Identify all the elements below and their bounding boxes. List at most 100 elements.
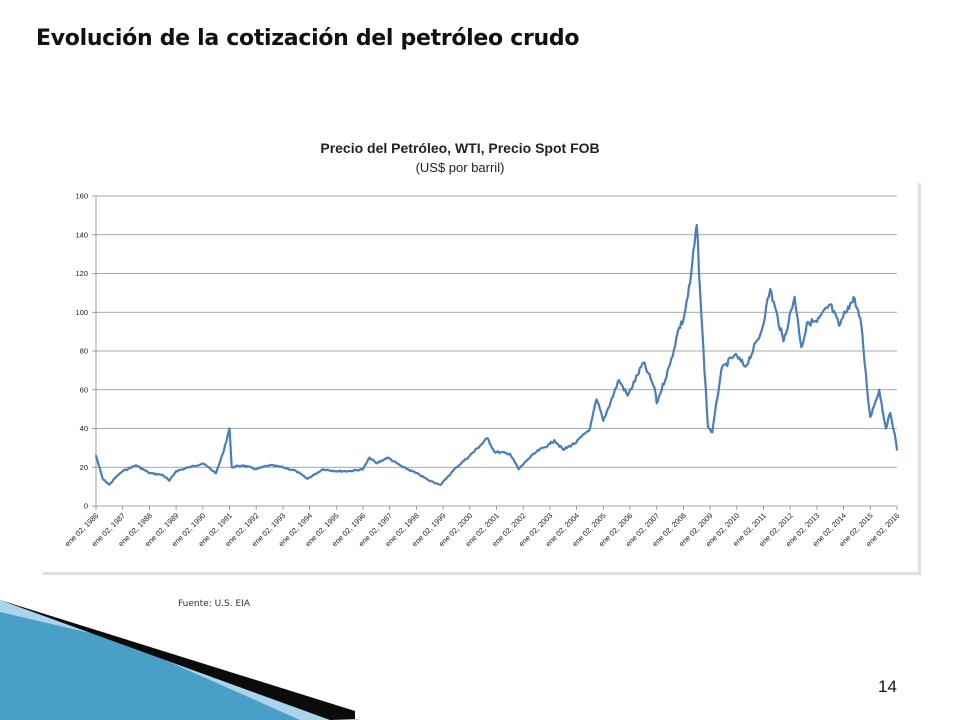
data-point	[689, 282, 691, 285]
data-point	[230, 466, 233, 469]
data-point	[782, 340, 785, 343]
series-line	[94, 224, 899, 486]
data-point	[626, 394, 629, 397]
y-tick-label: 140	[75, 230, 88, 239]
data-point	[889, 412, 892, 414]
data-point	[446, 476, 449, 478]
data-point	[653, 386, 656, 389]
data-point	[348, 470, 351, 472]
decor-dark-wedge	[0, 600, 355, 720]
data-point	[793, 295, 796, 298]
data-point	[847, 305, 849, 308]
data-point	[486, 437, 489, 440]
data-point	[228, 427, 231, 430]
data-point	[135, 464, 138, 467]
y-tick-label: 20	[80, 463, 88, 472]
data-point	[867, 398, 869, 401]
data-point	[562, 448, 565, 451]
data-point	[829, 303, 832, 306]
y-tick-label: 80	[80, 347, 88, 356]
data-point	[108, 483, 111, 486]
data-point	[335, 470, 338, 472]
data-point	[509, 452, 511, 455]
y-tick-label: 120	[75, 269, 88, 278]
data-point	[535, 450, 538, 453]
data-point	[161, 474, 164, 476]
y-tick-label: 60	[80, 385, 88, 394]
data-point	[678, 326, 680, 329]
data-point	[517, 468, 520, 471]
data-point	[148, 472, 151, 474]
data-point	[838, 324, 840, 327]
data-point	[896, 448, 898, 451]
data-point	[282, 466, 284, 469]
decor-blue-wedge	[0, 612, 300, 720]
data-point	[386, 456, 389, 459]
data-point	[241, 464, 244, 467]
data-point	[700, 311, 703, 314]
y-tick-label: 0	[84, 502, 88, 511]
data-point	[707, 425, 709, 428]
data-point	[95, 454, 97, 457]
data-point	[428, 479, 431, 482]
data-point	[655, 402, 658, 405]
y-tick-label: 40	[80, 424, 88, 433]
data-point	[468, 454, 471, 457]
data-point	[618, 379, 620, 381]
data-point	[101, 478, 104, 480]
data-point	[455, 466, 458, 469]
data-point	[595, 398, 598, 401]
data-point	[221, 452, 224, 455]
y-axis: 0 20 40 60 80 100 120 140 160	[75, 192, 97, 511]
data-point	[168, 479, 171, 482]
data-point	[368, 456, 371, 459]
data-point	[695, 224, 698, 227]
data-point	[575, 441, 578, 443]
data-point	[816, 321, 818, 323]
data-point	[682, 319, 685, 321]
data-point	[255, 468, 258, 471]
data-point	[669, 363, 671, 366]
data-point	[115, 476, 117, 478]
data-point	[493, 450, 496, 453]
data-point	[744, 365, 747, 368]
page-number: 14	[878, 677, 897, 696]
chart-subtitle: (US$ por barril)	[415, 160, 505, 175]
data-point	[800, 346, 803, 348]
data-point	[268, 464, 271, 467]
data-point	[526, 458, 529, 461]
data-point	[322, 468, 324, 471]
data-point	[375, 462, 378, 465]
source-note: Fuente: U.S. EIA	[178, 599, 250, 609]
data-point	[878, 388, 881, 391]
data-point	[215, 472, 218, 474]
data-point	[362, 468, 364, 471]
series-group	[94, 224, 899, 486]
data-point	[188, 466, 191, 469]
data-point	[553, 439, 556, 441]
data-point	[415, 472, 418, 474]
data-point	[295, 470, 298, 472]
data-point	[175, 470, 178, 472]
data-point	[853, 297, 856, 300]
data-point	[885, 427, 887, 430]
data-point	[440, 483, 442, 486]
data-point	[893, 433, 896, 436]
data-point	[760, 330, 763, 333]
data-point	[720, 369, 723, 372]
data-point	[589, 427, 591, 430]
data-point	[860, 324, 863, 327]
data-point	[306, 478, 309, 480]
data-point	[549, 443, 551, 445]
y-tick-label: 100	[75, 308, 88, 317]
data-point	[869, 416, 872, 418]
chart-title: Precio del Petróleo, WTI, Precio Spot FO…	[320, 140, 600, 156]
slide-title: Evolución de la cotización del petróleo …	[36, 26, 580, 51]
chart-area	[40, 180, 918, 572]
data-point	[642, 361, 645, 364]
data-point	[602, 419, 605, 422]
data-point	[201, 462, 204, 465]
data-point	[733, 354, 736, 356]
